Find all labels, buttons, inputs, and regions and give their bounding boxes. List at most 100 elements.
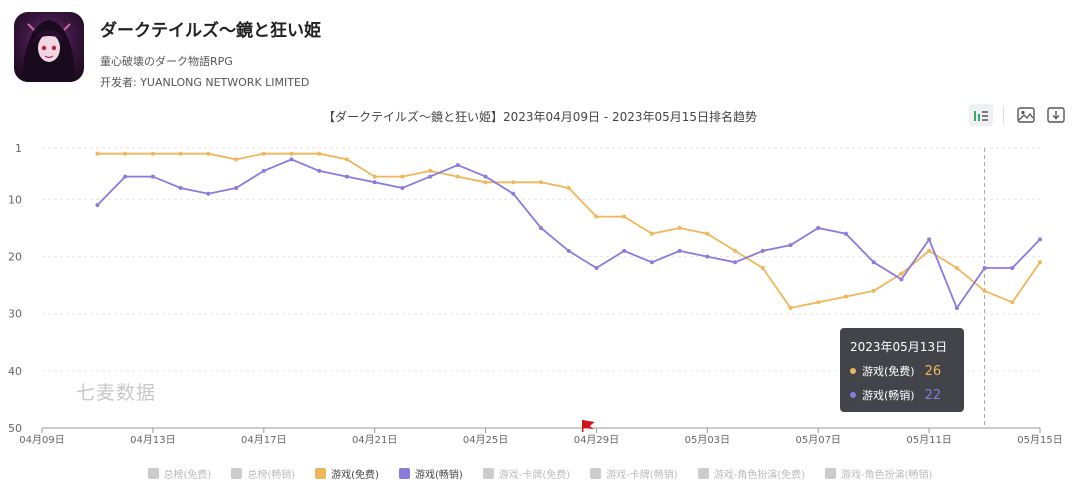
data-point bbox=[400, 174, 405, 179]
data-point bbox=[150, 151, 155, 156]
data-point bbox=[178, 186, 183, 190]
data-point bbox=[982, 288, 987, 293]
x-tick-label: 04月09日 bbox=[19, 434, 64, 446]
data-point bbox=[123, 174, 128, 179]
app-developer: 开发者: YUANLONG NETWORK LIMITED bbox=[100, 76, 310, 89]
data-point bbox=[816, 226, 821, 230]
legend-item[interactable]: 游戏-卡牌(畅销) bbox=[590, 466, 678, 481]
data-point bbox=[1010, 300, 1015, 305]
data-point bbox=[622, 214, 627, 219]
legend-label: 游戏-卡牌(免费) bbox=[498, 470, 571, 481]
data-point bbox=[95, 203, 100, 208]
data-point bbox=[455, 174, 460, 179]
download-icon bbox=[1047, 107, 1065, 123]
data-point bbox=[649, 260, 654, 265]
legend-label: 游戏-角色扮演(免费) bbox=[713, 470, 806, 481]
data-point bbox=[594, 214, 599, 219]
data-point bbox=[566, 248, 571, 253]
data-point bbox=[317, 151, 322, 156]
data-point bbox=[539, 226, 543, 230]
data-point bbox=[289, 157, 294, 162]
data-point bbox=[733, 248, 738, 253]
data-point bbox=[843, 294, 848, 299]
data-point bbox=[483, 174, 488, 179]
x-tick-label: 05月03日 bbox=[685, 434, 730, 446]
data-point bbox=[594, 266, 599, 270]
image-save-icon bbox=[1017, 107, 1035, 123]
legend-item[interactable]: 游戏-卡牌(免费) bbox=[482, 466, 571, 481]
save-image-button[interactable] bbox=[1014, 104, 1038, 126]
data-point bbox=[677, 248, 682, 253]
data-point bbox=[705, 254, 710, 259]
app-artwork-icon bbox=[22, 20, 76, 82]
data-point bbox=[622, 248, 627, 253]
data-point bbox=[788, 243, 793, 248]
legend-label: 游戏-卡牌(畅销) bbox=[606, 470, 678, 481]
data-point bbox=[372, 174, 377, 179]
data-point bbox=[816, 300, 821, 305]
data-point bbox=[899, 277, 904, 282]
legend-label: 总榜(免费) bbox=[163, 470, 212, 481]
data-point bbox=[511, 191, 516, 196]
data-point bbox=[843, 231, 848, 236]
legend-item[interactable]: 总榜(畅销) bbox=[231, 466, 295, 481]
data-point bbox=[206, 151, 211, 156]
tooltip-label: 游戏(畅销) bbox=[862, 389, 915, 402]
data-point bbox=[1038, 237, 1042, 242]
chart-tooltip: 2023年05月13日 游戏(免费) 26 游戏(畅销) 22 bbox=[840, 328, 964, 412]
data-point bbox=[982, 266, 987, 270]
data-point bbox=[871, 288, 876, 293]
data-point bbox=[927, 237, 932, 242]
data-point bbox=[400, 186, 405, 190]
download-button[interactable] bbox=[1044, 104, 1068, 126]
data-point bbox=[649, 231, 654, 236]
data-point bbox=[871, 260, 876, 265]
bar-line-toggle-icon bbox=[974, 111, 988, 121]
chart-legend: 总榜(免费) 总榜(畅销) 游戏(免费) 游戏(畅销) 游戏-卡牌(免费) 游戏-卡牌(畅… bbox=[0, 466, 1080, 481]
event-flag-icon[interactable] bbox=[581, 420, 595, 432]
x-tick-label: 04月29日 bbox=[574, 434, 619, 446]
bar-line-toggle-button[interactable] bbox=[969, 104, 993, 126]
app-header: ダークテイルズ～鏡と狂い姫 童心破壊のダーク物語RPG 开发者: YUANLON… bbox=[14, 12, 321, 89]
y-tick-label: 50 bbox=[8, 422, 22, 435]
watermark: 七麦数据 bbox=[76, 382, 157, 404]
toolbar-divider bbox=[1003, 106, 1004, 124]
data-point bbox=[123, 151, 128, 156]
x-tick-label: 04月21日 bbox=[352, 434, 397, 446]
data-point bbox=[788, 306, 793, 310]
legend-item[interactable]: 游戏-角色扮演(免费) bbox=[697, 466, 806, 481]
tooltip-value: 26 bbox=[924, 363, 942, 379]
data-point bbox=[733, 260, 738, 265]
legend-label: 游戏(免费) bbox=[331, 470, 379, 481]
series-line bbox=[97, 152, 1041, 310]
data-point bbox=[539, 180, 543, 185]
y-tick-label: 30 bbox=[8, 308, 22, 321]
legend-item[interactable]: 总榜(免费) bbox=[147, 466, 212, 481]
legend-item[interactable]: 游戏-角色扮演(畅销) bbox=[825, 466, 932, 481]
data-point bbox=[899, 271, 904, 276]
data-point bbox=[760, 266, 765, 270]
legend-swatch bbox=[315, 468, 327, 479]
app-icon[interactable] bbox=[14, 12, 84, 82]
data-point bbox=[566, 186, 571, 190]
legend-swatch bbox=[590, 468, 602, 479]
data-point bbox=[954, 266, 959, 270]
data-point bbox=[428, 174, 433, 179]
legend-label: 总榜(畅销) bbox=[247, 470, 296, 481]
data-point bbox=[261, 168, 266, 173]
legend-item[interactable]: 游戏(畅销) bbox=[398, 466, 463, 481]
data-point bbox=[927, 248, 932, 253]
data-point bbox=[206, 191, 211, 196]
legend-swatch bbox=[482, 468, 494, 479]
tooltip-dot bbox=[850, 368, 856, 374]
x-tick-label: 04月25日 bbox=[463, 434, 508, 446]
legend-swatch bbox=[697, 468, 709, 479]
y-tick-label: 20 bbox=[8, 251, 22, 264]
series-line bbox=[96, 158, 1041, 310]
legend-swatch bbox=[825, 468, 837, 479]
legend-swatch bbox=[398, 468, 410, 479]
legend-item[interactable]: 游戏(免费) bbox=[315, 466, 379, 481]
legend-swatch bbox=[147, 468, 159, 479]
data-point bbox=[428, 168, 433, 173]
